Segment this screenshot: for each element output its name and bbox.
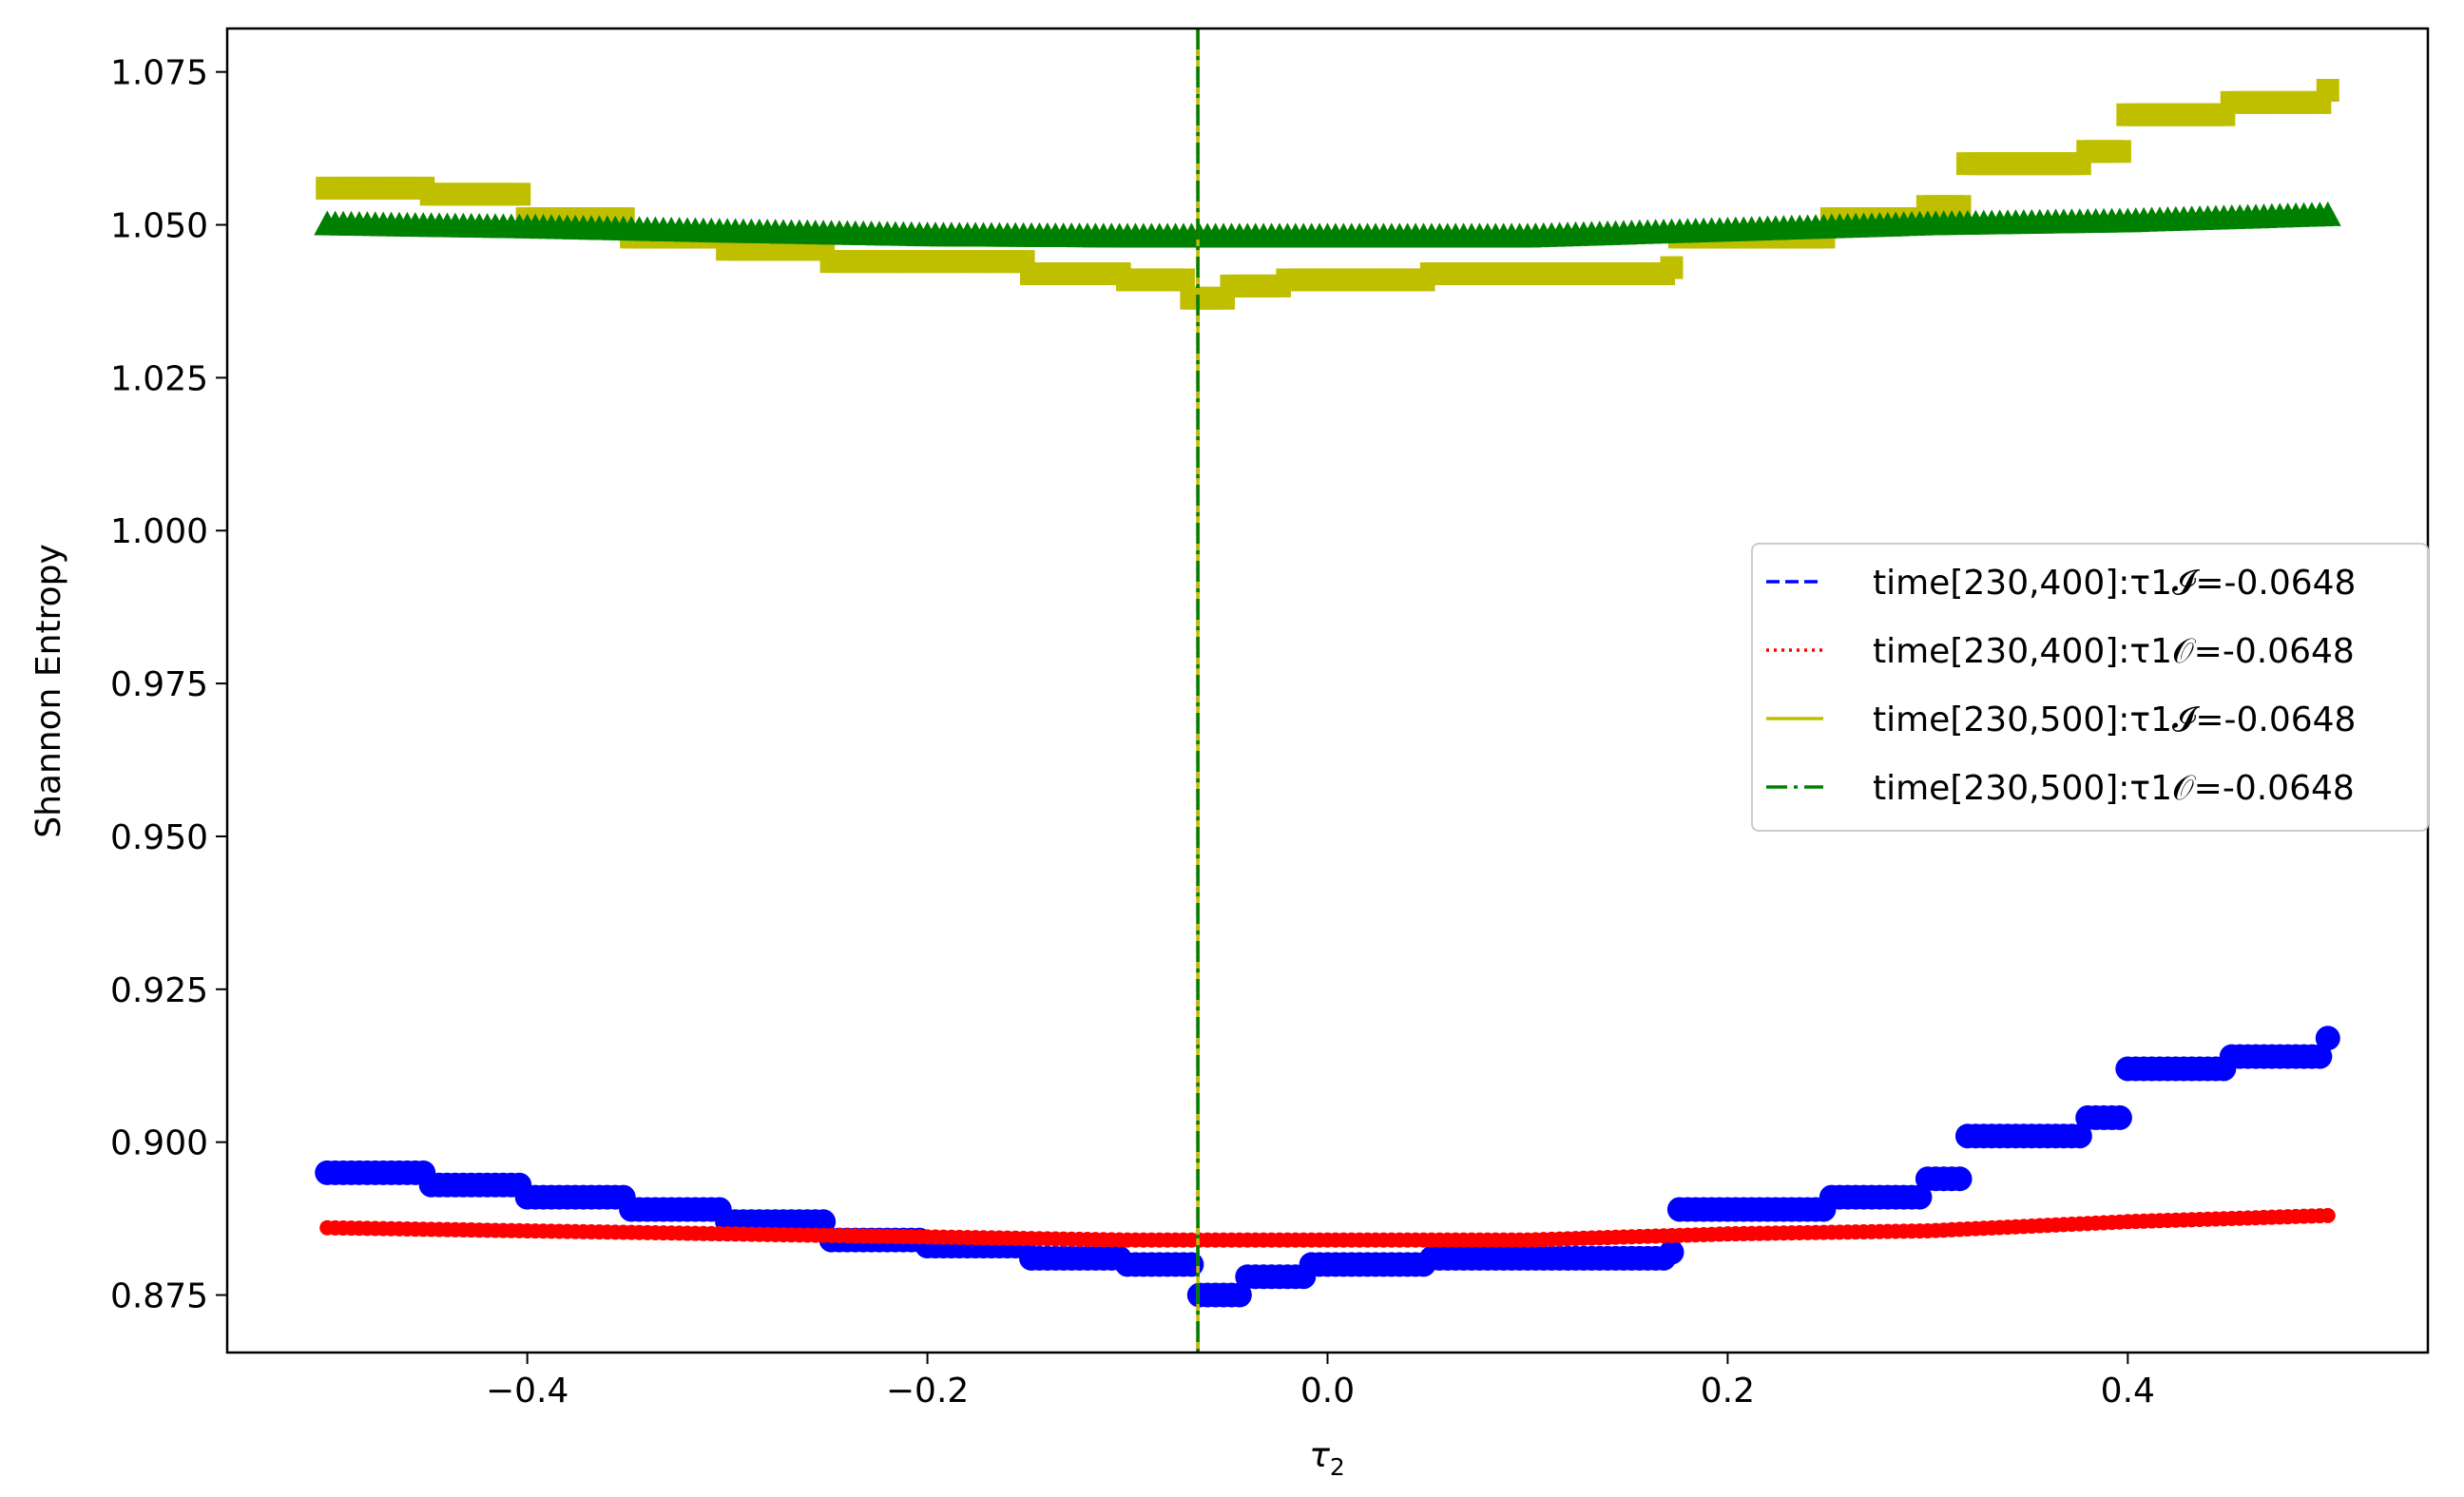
y-tick-label: 0.975: [110, 665, 208, 704]
data-point: [1660, 256, 1684, 279]
y-tick-label: 1.000: [110, 512, 208, 551]
x-tick-label: 0.0: [1300, 1372, 1355, 1411]
legend-frame: [1751, 543, 2429, 832]
data-layer: [314, 29, 2341, 1353]
legend-label-1: time[230,400]:τ1𝒪=-0.0648: [1873, 632, 2355, 671]
y-axis-label: Shannon Entropy: [29, 544, 68, 838]
legend-label-3: time[230,500]:τ1𝒪=-0.0648: [1873, 769, 2355, 808]
series-1: [319, 1207, 2336, 1248]
data-point: [508, 182, 531, 206]
data-point: [2108, 140, 2131, 163]
legend-label-2: time[230,500]:τ1𝓘=-0.0648: [1873, 701, 2356, 739]
data-point: [2316, 78, 2339, 102]
data-point: [1179, 1252, 1204, 1277]
x-tick-label: 0.2: [1701, 1372, 1755, 1411]
data-point: [1659, 1239, 1684, 1265]
x-tick-label: −0.4: [486, 1372, 568, 1411]
x-axis-label: τ2: [1309, 1436, 1345, 1481]
data-point: [1947, 1166, 1973, 1192]
data-point: [2315, 1026, 2340, 1051]
data-point: [2107, 1104, 2132, 1130]
data-point: [2314, 201, 2341, 226]
x-tick-label: 0.4: [2101, 1372, 2155, 1411]
y-tick-label: 0.875: [110, 1277, 208, 1316]
axes-layer: −0.4 −0.2 0.0 0.2 0.4 0.875 0.900 0.925 0.950 0.9…: [110, 54, 2155, 1411]
y-tick-label: 0.950: [110, 818, 208, 857]
legend-label-0: time[230,400]:τ1𝓘=-0.0648: [1873, 564, 2356, 603]
y-tick-label: 1.050: [110, 207, 208, 246]
y-tick-label: 0.925: [110, 971, 208, 1010]
y-tick-label: 0.900: [110, 1124, 208, 1163]
y-tick-label: 1.025: [110, 359, 208, 398]
data-point: [2320, 1207, 2336, 1223]
legend: time[230,400]:τ1𝓘=-0.0648 time[230,400]:τ…: [1751, 543, 2429, 832]
y-tick-label: 1.075: [110, 54, 208, 93]
series-3: [314, 201, 2341, 248]
x-tick-label: −0.2: [886, 1372, 969, 1411]
